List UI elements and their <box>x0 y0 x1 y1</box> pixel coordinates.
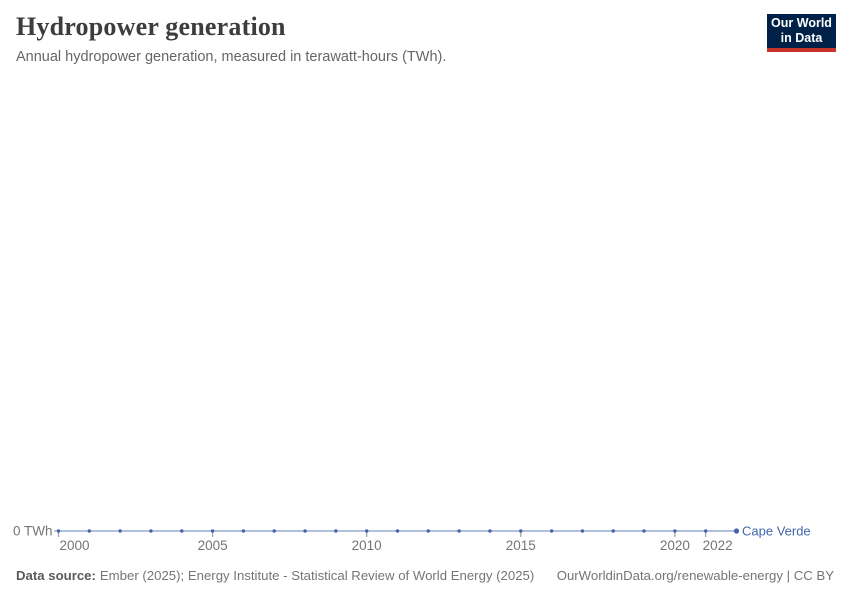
data-point-marker <box>272 529 276 533</box>
data-point-marker <box>334 529 338 533</box>
y-axis-tick-label: 0 TWh <box>13 524 53 539</box>
data-source-note: Data source: Ember (2025); Energy Institu… <box>16 568 534 583</box>
x-axis-tick-label: 2020 <box>660 538 690 553</box>
owid-logo-line1: Our World <box>771 16 832 31</box>
data-point-marker <box>549 529 554 533</box>
chart-footer: Data source: Ember (2025); Energy Institu… <box>16 568 834 583</box>
line-chart[interactable]: 0 TWh 2000 2005 2010 2015 2020 2022 Cape Verde <box>0 505 850 565</box>
owid-logo-line2: in Data <box>780 31 823 45</box>
data-point-marker <box>426 529 431 533</box>
data-point-marker <box>210 529 215 533</box>
x-axis-tick-label: 2022 <box>703 538 733 553</box>
chart-header: Hydropower generation Annual hydropower … <box>16 12 834 65</box>
x-axis-tick-label: 2010 <box>352 538 382 553</box>
x-axis-tick-label: 2000 <box>60 538 90 553</box>
data-point-marker <box>395 529 400 533</box>
data-source-label: Data source: <box>16 568 96 583</box>
data-point-marker <box>303 529 307 533</box>
data-source-text: Ember (2025); Energy Institute - Statist… <box>99 568 535 583</box>
chart-subtitle: Annual hydropower generation, measured i… <box>16 49 447 65</box>
data-point-marker <box>56 529 61 533</box>
data-point-marker <box>118 529 122 533</box>
data-point-marker-end <box>733 528 740 534</box>
data-point-marker <box>642 529 646 533</box>
data-point-marker <box>87 529 92 533</box>
data-point-marker <box>241 529 246 533</box>
data-point-marker <box>180 529 184 533</box>
x-axis-tick-label: 2005 <box>198 538 228 553</box>
data-point-marker <box>457 529 461 533</box>
data-point-marker <box>703 529 708 533</box>
series-label-cape-verde[interactable]: Cape Verde <box>742 524 811 539</box>
owid-logo[interactable]: Our World in Data <box>767 14 836 52</box>
data-point-marker <box>149 529 153 533</box>
data-point-marker <box>364 529 369 533</box>
data-point-marker <box>488 529 492 533</box>
footer-citation-link[interactable]: OurWorldinData.org/renewable-energy | CC… <box>556 568 834 583</box>
data-point-marker <box>580 529 585 533</box>
chart-title: Hydropower generation <box>16 12 286 41</box>
data-point-marker <box>673 529 677 533</box>
x-axis-tick-label: 2015 <box>506 538 536 553</box>
data-point-marker <box>611 529 615 533</box>
data-point-marker <box>519 529 523 533</box>
